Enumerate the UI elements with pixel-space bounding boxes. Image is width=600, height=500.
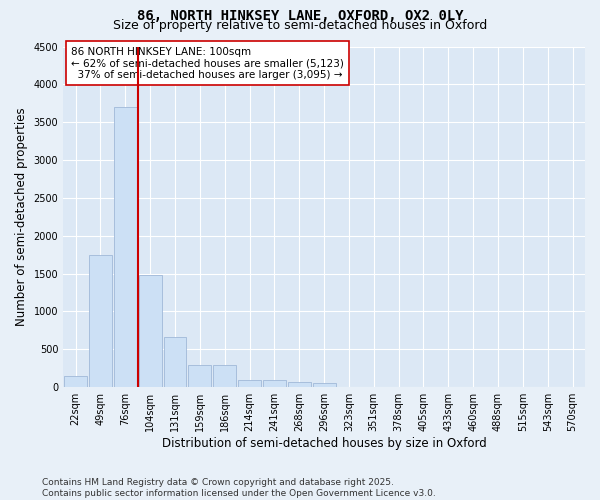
Bar (288, 382, 311, 387)
Y-axis label: Number of semi-detached properties: Number of semi-detached properties (15, 108, 28, 326)
Bar (164, 337, 187, 387)
Text: 86 NORTH HINKSEY LANE: 100sqm
← 62% of semi-detached houses are smaller (5,123)
: 86 NORTH HINKSEY LANE: 100sqm ← 62% of s… (71, 46, 344, 80)
Text: Contains HM Land Registry data © Crown copyright and database right 2025.
Contai: Contains HM Land Registry data © Crown c… (42, 478, 436, 498)
Bar (114, 107, 137, 387)
Bar (213, 366, 236, 387)
X-axis label: Distribution of semi-detached houses by size in Oxford: Distribution of semi-detached houses by … (162, 437, 487, 450)
Text: 86, NORTH HINKSEY LANE, OXFORD, OX2 0LY: 86, NORTH HINKSEY LANE, OXFORD, OX2 0LY (137, 9, 463, 23)
Bar (89, 254, 112, 387)
Bar (188, 366, 211, 387)
Bar (238, 380, 261, 387)
Bar (139, 275, 161, 387)
Bar (64, 376, 87, 387)
Bar (313, 384, 335, 387)
Bar (263, 380, 286, 387)
Text: Size of property relative to semi-detached houses in Oxford: Size of property relative to semi-detach… (113, 19, 487, 32)
